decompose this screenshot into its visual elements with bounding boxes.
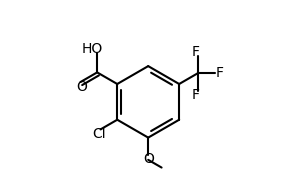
Text: F: F [215, 66, 223, 80]
Text: HO: HO [82, 42, 103, 56]
Text: F: F [192, 88, 200, 102]
Text: Cl: Cl [93, 127, 106, 141]
Text: O: O [143, 152, 154, 166]
Text: O: O [76, 80, 87, 94]
Text: F: F [192, 45, 200, 59]
